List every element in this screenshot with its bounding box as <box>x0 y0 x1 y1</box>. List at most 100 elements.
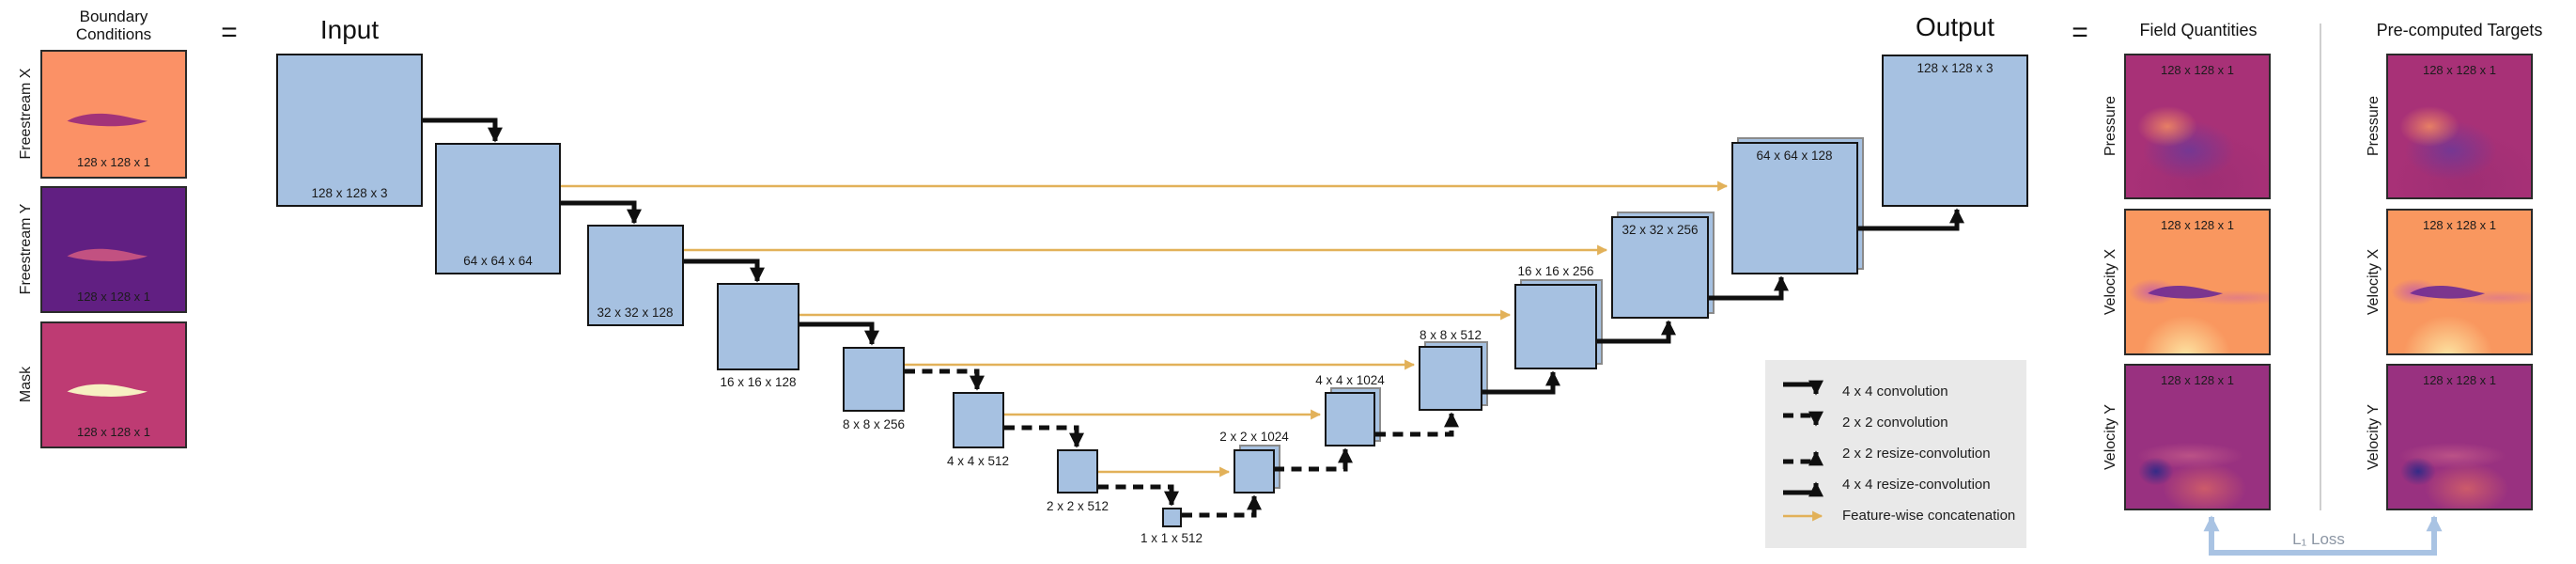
target-velocity-x-label: Velocity X <box>2366 248 2382 316</box>
freestream-x-image: 128 x 128 x 1 <box>40 50 187 179</box>
field-pressure-image: 128 x 128 x 1 <box>2124 54 2271 199</box>
freestream-y-image: 128 x 128 x 1 <box>40 186 187 313</box>
l1-loss-label: L₁ Loss <box>2292 530 2345 548</box>
resize-conv4x4-arrow-2 <box>1597 320 1676 344</box>
decoder-box-64 <box>1731 142 1858 274</box>
equals-sign-left: = <box>221 17 238 48</box>
decoder-box-16 <box>1514 284 1597 369</box>
target-pressure-image: 128 x 128 x 1 <box>2386 54 2533 199</box>
boundary-conditions-title: Boundary Conditions <box>75 8 152 43</box>
velocity-y-label: Velocity Y <box>2103 404 2118 470</box>
precomputed-targets-title: Pre-computed Targets <box>2376 21 2543 39</box>
field-velocity-x-image: 128 x 128 x 1 <box>2124 209 2271 355</box>
legend-item: Feature-wise concatenation <box>1780 500 2026 531</box>
legend-item: 4 x 4 convolution <box>1780 376 2026 407</box>
dims-label: 16 x 16 x 256 <box>1517 264 1594 278</box>
input-title: Input <box>319 15 380 44</box>
target-velocity-y-label: Velocity Y <box>2366 404 2382 470</box>
legend-label: Feature-wise concatenation <box>1842 508 2016 524</box>
resize-conv2x2-arrow-3 <box>1375 412 1459 437</box>
dims-label: 8 x 8 x 512 <box>1419 328 1482 342</box>
encoder-box-2 <box>1057 449 1098 494</box>
conv4x4-arrow-1 <box>423 118 503 143</box>
legend-label: 2 x 2 convolution <box>1842 415 1948 431</box>
dims-label: 32 x 32 x 256 <box>1622 223 1699 237</box>
dims-label: 2 x 2 x 512 <box>1046 499 1110 513</box>
decoder-box-4 <box>1325 392 1375 446</box>
resize-conv2x2-arrow-2 <box>1274 447 1353 472</box>
dims-label: 128 x 128 x 1 <box>2422 218 2497 232</box>
conv4x4-arrow-2 <box>561 200 642 225</box>
orange-right-arrow-icon <box>1783 510 1823 521</box>
encoder-box-16 <box>717 283 799 370</box>
dims-label: 128 x 128 x 3 <box>1916 61 1994 75</box>
dims-label: 128 x 128 x 1 <box>76 290 151 304</box>
dims-label: 128 x 128 x 1 <box>2160 63 2235 77</box>
target-pressure-label: Pressure <box>2366 95 2382 157</box>
velocity-x-label: Velocity X <box>2103 248 2118 316</box>
field-quantities-title: Field Quantities <box>2139 21 2258 39</box>
legend-item: 2 x 2 convolution <box>1780 407 2026 438</box>
conv4x4-arrow-3 <box>684 258 765 283</box>
dims-label: 64 x 64 x 64 <box>463 254 533 268</box>
encoder-box-4 <box>953 392 1004 448</box>
dashed-down-arrow-icon <box>1783 411 1823 427</box>
dims-label: 128 x 128 x 1 <box>76 425 151 439</box>
conv2x2-arrow-1 <box>905 368 985 391</box>
encoder-box-8 <box>843 347 905 412</box>
encoder-box-32 <box>587 225 684 326</box>
decoder-box-8 <box>1419 346 1482 411</box>
output-box-128 <box>1882 55 2028 207</box>
decoder-box-2 <box>1234 449 1275 494</box>
decoder-box-32 <box>1611 216 1709 319</box>
mask-label: Mask <box>18 366 34 403</box>
resize-conv4x4-arrow-4 <box>1858 208 1964 231</box>
dims-label: 128 x 128 x 1 <box>76 155 151 169</box>
solid-down-arrow-icon <box>1783 380 1823 396</box>
dims-label: 128 x 128 x 1 <box>2422 63 2497 77</box>
column-divider <box>2320 24 2321 510</box>
dims-label: 32 x 32 x 128 <box>597 306 674 320</box>
dims-label: 2 x 2 x 1024 <box>1219 430 1289 444</box>
output-title: Output <box>1915 12 1995 41</box>
dims-label: 128 x 128 x 3 <box>311 186 388 200</box>
legend-label: 4 x 4 convolution <box>1842 384 1948 400</box>
airfoil-shape-icon <box>67 384 148 397</box>
dims-label: 128 x 128 x 1 <box>2160 373 2235 387</box>
freestream-y-label: Freestream Y <box>18 203 34 295</box>
mask-image: 128 x 128 x 1 <box>40 321 187 448</box>
dims-label: 16 x 16 x 128 <box>720 375 797 389</box>
dashed-up-arrow-icon <box>1783 449 1823 465</box>
legend-label: 2 x 2 resize-convolution <box>1842 446 1991 462</box>
legend-label: 4 x 4 resize-convolution <box>1842 477 1991 493</box>
conv4x4-arrow-4 <box>799 321 879 346</box>
bottleneck-box-1 <box>1162 508 1182 527</box>
equals-sign-right: = <box>2072 17 2088 48</box>
resize-conv4x4-arrow-1 <box>1482 370 1560 395</box>
encoder-box-64 <box>435 143 561 274</box>
legend-item: 2 x 2 resize-convolution <box>1780 438 2026 469</box>
target-velocity-x-image: 128 x 128 x 1 <box>2386 209 2533 355</box>
resize-conv2x2-arrow-1 <box>1182 494 1262 518</box>
airfoil-shape-icon <box>2148 285 2224 299</box>
solid-up-arrow-icon <box>1783 480 1823 496</box>
freestream-x-label: Freestream X <box>18 68 34 160</box>
airfoil-shape-icon <box>2410 285 2486 299</box>
dims-label: 128 x 128 x 1 <box>2422 373 2497 387</box>
legend: 4 x 4 convolution 2 x 2 convolution 2 x … <box>1765 360 2026 548</box>
target-velocity-y-image: 128 x 128 x 1 <box>2386 364 2533 510</box>
dims-label: 4 x 4 x 1024 <box>1315 373 1385 387</box>
legend-item: 4 x 4 resize-convolution <box>1780 469 2026 500</box>
encoder-box-128 <box>276 54 423 207</box>
dims-label: 8 x 8 x 256 <box>842 417 906 431</box>
pressure-label: Pressure <box>2103 95 2118 157</box>
field-velocity-y-image: 128 x 128 x 1 <box>2124 364 2271 510</box>
dims-label: 128 x 128 x 1 <box>2160 218 2235 232</box>
dims-label: 1 x 1 x 512 <box>1140 531 1203 545</box>
conv2x2-arrow-2 <box>1004 425 1084 448</box>
resize-conv4x4-arrow-3 <box>1709 275 1789 301</box>
dims-label: 64 x 64 x 128 <box>1756 149 1833 163</box>
airfoil-shape-icon <box>67 248 148 261</box>
airfoil-shape-icon <box>67 113 148 126</box>
